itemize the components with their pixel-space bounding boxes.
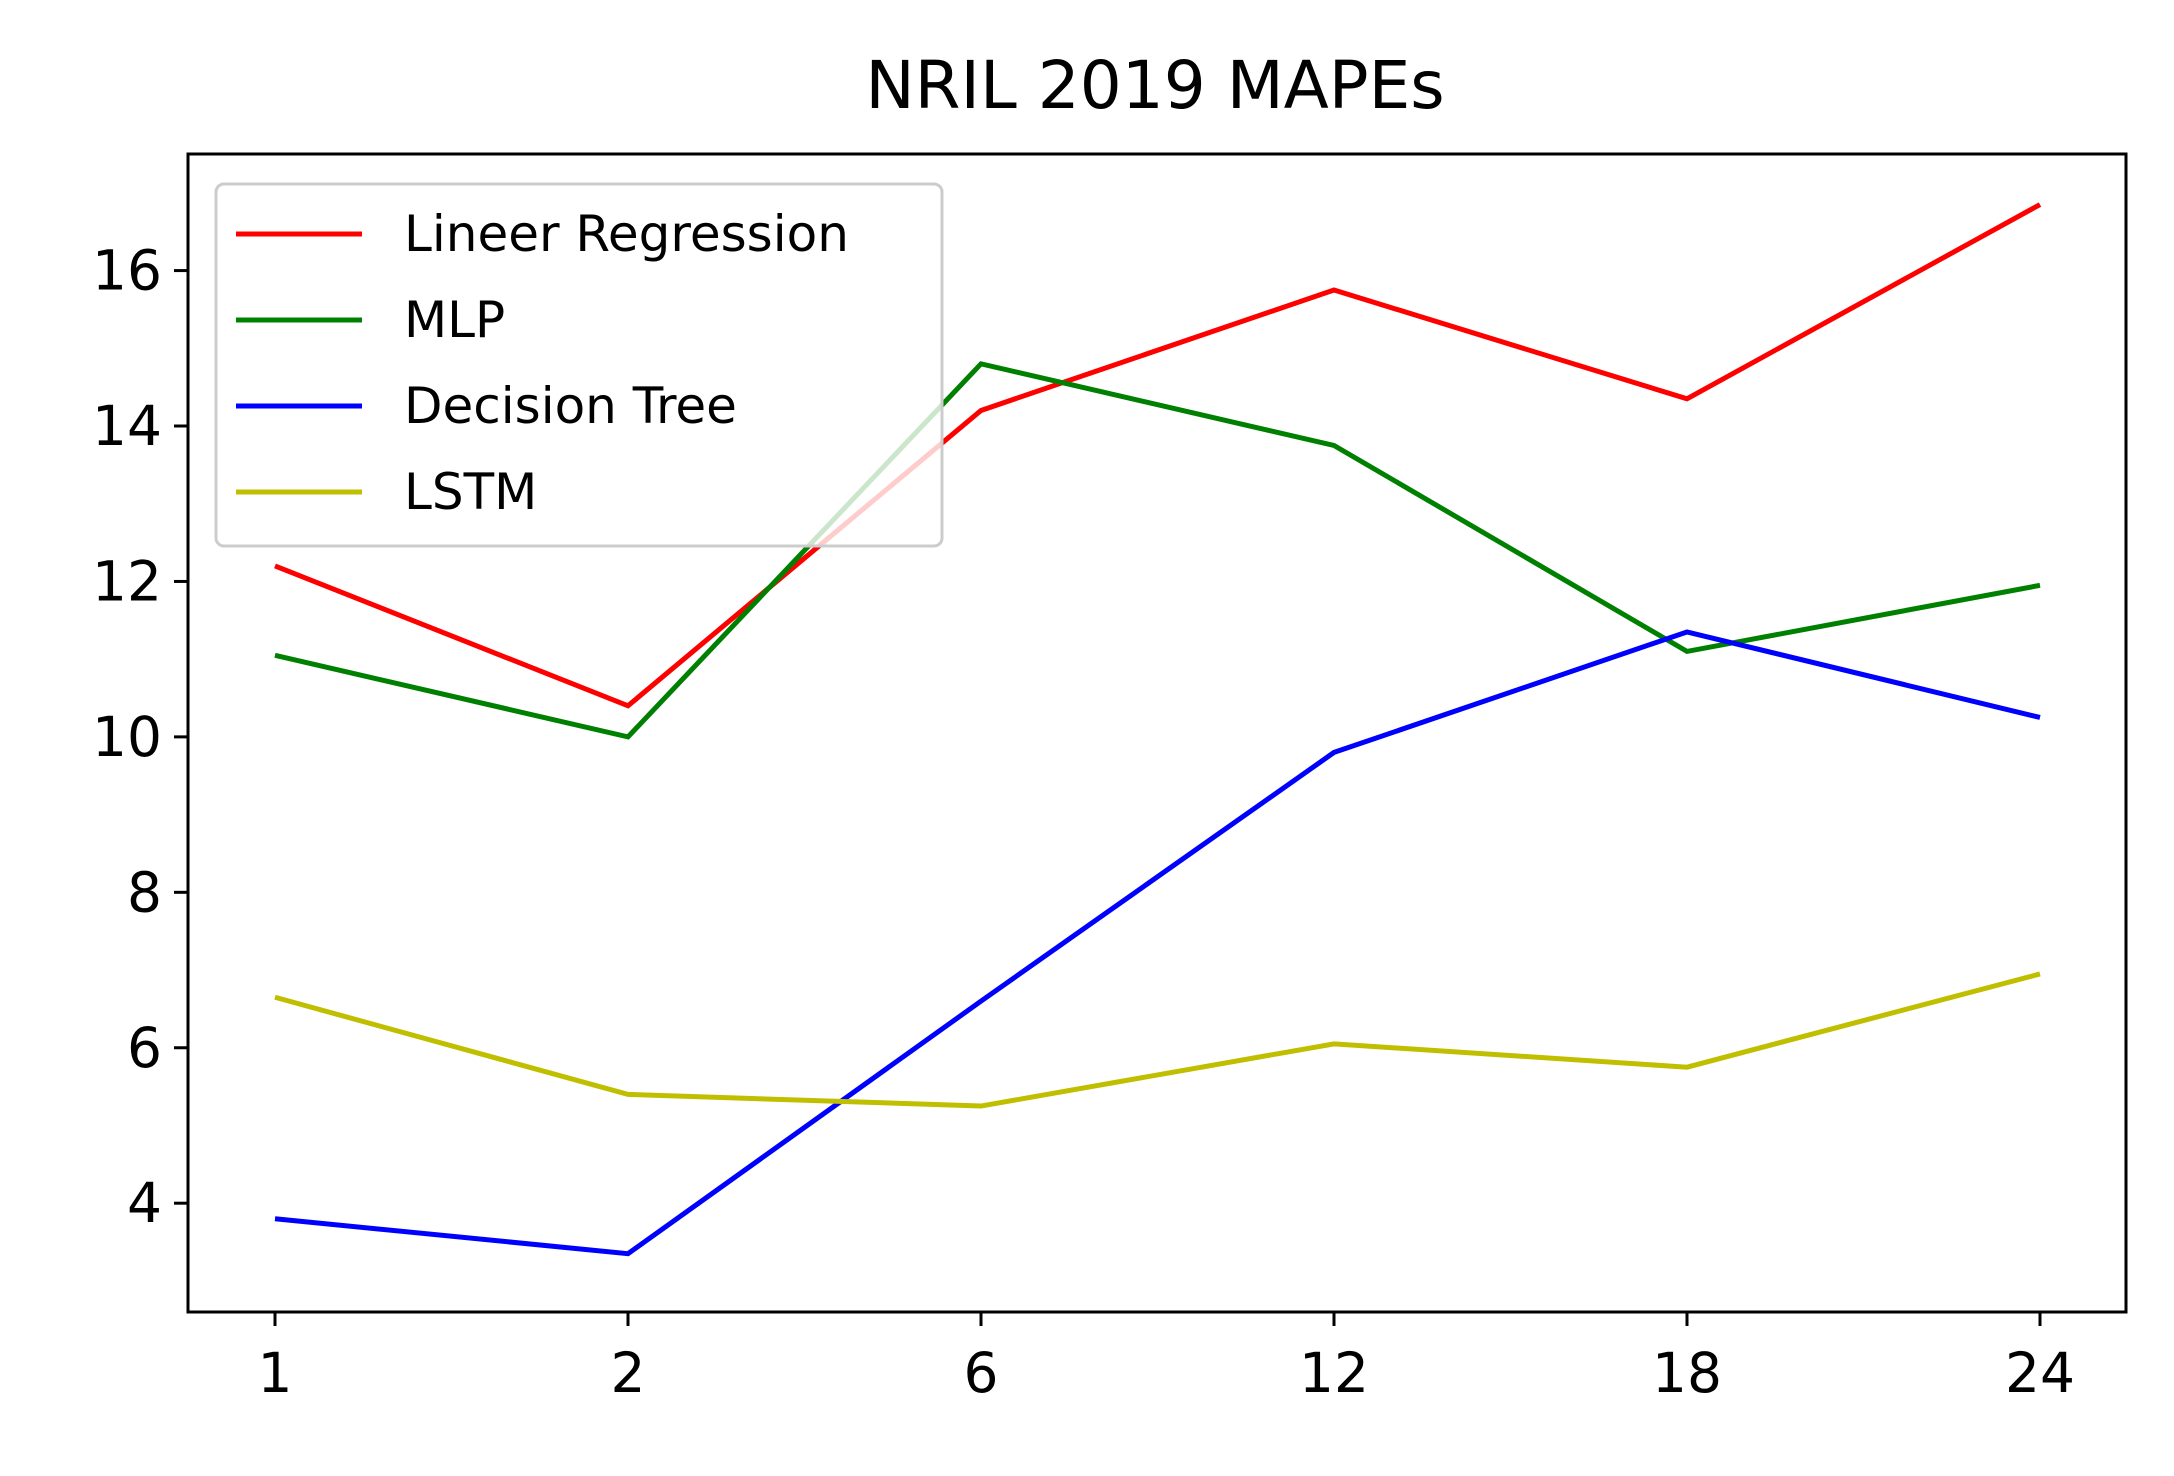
x-tick-label: 18 — [1652, 1341, 1722, 1405]
x-tick-label: 6 — [964, 1341, 999, 1405]
series-line-2 — [274, 361, 2041, 740]
series-line-1 — [274, 202, 2042, 709]
y-tick-label: 14 — [92, 394, 162, 458]
legend-box — [214, 182, 944, 548]
y-tick-label: 4 — [127, 1171, 162, 1235]
legend: Lineer Regression MLP Decision Tree LSTM — [214, 182, 944, 548]
chart-title: NRIL 2019 MAPEs — [865, 47, 1444, 124]
x-tick-label: 1 — [258, 1341, 293, 1405]
legend-label-3: Decision Tree — [404, 377, 737, 435]
legend-label-1: Lineer Regression — [404, 205, 849, 263]
x-tick-label: 2 — [611, 1341, 646, 1405]
legend-label-4: LSTM — [404, 463, 537, 521]
y-tick-label: 10 — [92, 705, 162, 769]
x-tick-label: 12 — [1299, 1341, 1369, 1405]
y-tick-label: 12 — [92, 549, 162, 613]
series-line-4 — [274, 971, 2041, 1109]
y-tick-label: 16 — [92, 239, 162, 303]
y-tick-label: 6 — [127, 1016, 162, 1080]
x-tick-label: 24 — [2005, 1341, 2075, 1405]
y-tick-label: 8 — [127, 860, 162, 924]
legend-label-2: MLP — [404, 291, 505, 349]
series-layer — [274, 202, 2042, 1257]
plot-frame — [186, 152, 2128, 1314]
series-line-3 — [274, 629, 2041, 1257]
